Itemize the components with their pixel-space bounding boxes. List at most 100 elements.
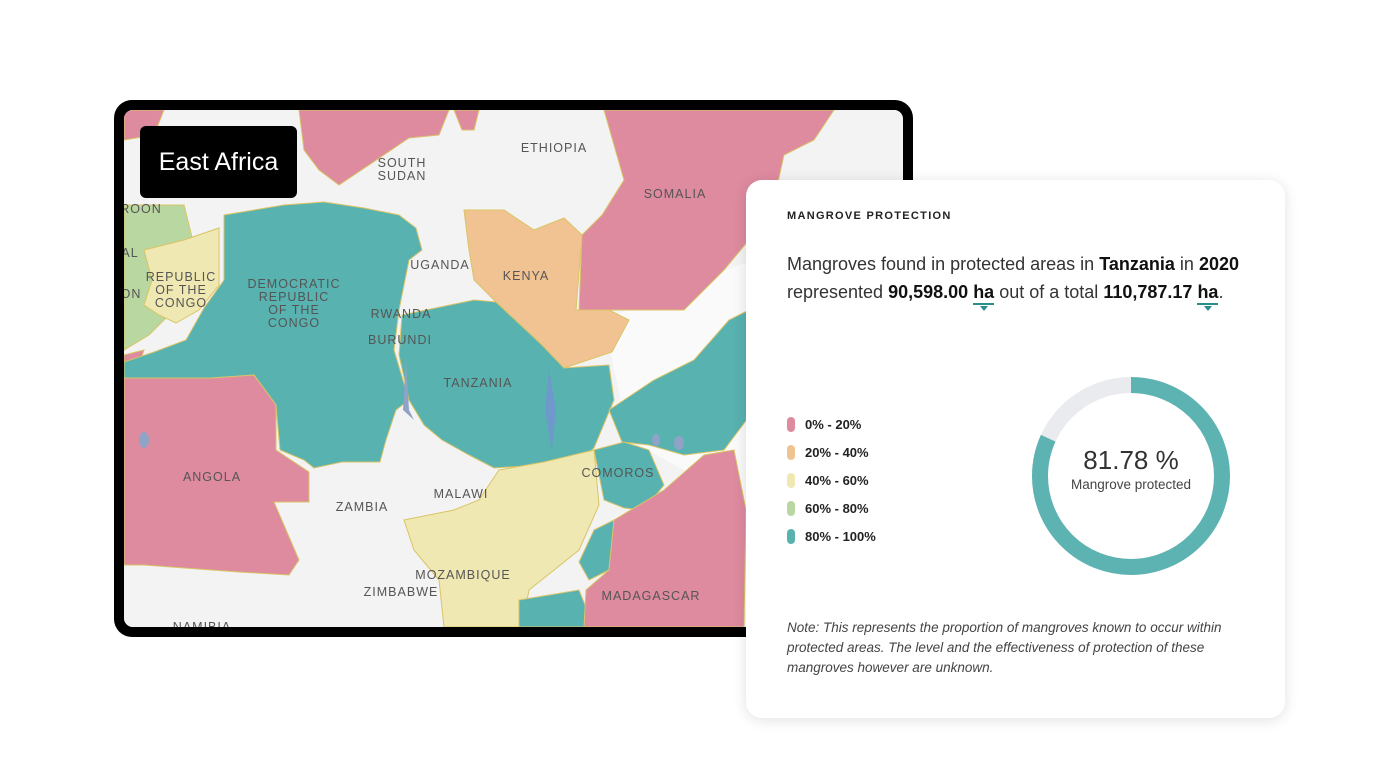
country-label-line: KENYA: [503, 269, 549, 283]
country-shape-drc[interactable]: [124, 201, 423, 469]
summary-represented: represented: [787, 282, 884, 302]
legend-label: 60% - 80%: [805, 500, 869, 516]
river-rufiji: [545, 370, 556, 450]
unit-label: ha: [1197, 282, 1219, 302]
country-label-line: OF THE: [268, 303, 320, 317]
country-label-cameroon: ROON: [124, 202, 162, 216]
country-label-burundi: BURUNDI: [368, 333, 432, 347]
summary-out-of: out of a total: [999, 282, 1099, 302]
country-shape-somalia[interactable]: [578, 110, 835, 311]
country-label-line: ANGOLA: [183, 470, 241, 484]
country-label-democratic-republic-of-the-congo: DEMOCRATIC REPUBLIC OF THE CONGO: [247, 277, 340, 330]
country-label-line: DEMOCRATIC: [247, 277, 340, 291]
country-label-rwanda: RWANDA: [371, 307, 432, 321]
country-shape-sudan-fragment[interactable]: [453, 110, 480, 131]
donut-label: Mangrove protected: [1070, 477, 1192, 492]
country-label-line: CONGO: [155, 296, 207, 310]
country-shape-madagascar[interactable]: [583, 449, 747, 627]
country-label-line: ZIMBABWE: [364, 585, 439, 599]
caret-down-icon: [979, 306, 988, 311]
protection-summary: Mangroves found in protected areas in Ta…: [787, 250, 1247, 311]
legend-swatch: [787, 472, 795, 488]
legend-label: 80% - 100%: [805, 528, 876, 544]
caret-down-icon: [1203, 306, 1212, 311]
country-label-line: REPUBLIC: [146, 270, 217, 284]
country-label-somalia: SOMALIA: [644, 187, 707, 201]
legend-item: 0% - 20%: [787, 410, 876, 438]
summary-prefix: Mangroves found in protected areas in: [787, 254, 1095, 274]
lake-island-2: [674, 436, 684, 450]
summary-protected-value: 90,598.00: [888, 282, 969, 302]
summary-country: Tanzania: [1099, 254, 1175, 274]
region-badge[interactable]: East Africa: [140, 126, 297, 198]
legend-swatch: [787, 500, 795, 516]
note: Note: This represents the proportion of …: [787, 620, 1222, 675]
donut-chart: 81.78 % Mangrove protected: [1028, 373, 1234, 579]
summary-total-value: 110,787.17: [1103, 282, 1193, 302]
country-label-al-fragment: AL: [124, 246, 139, 260]
legend-item: 80% - 100%: [787, 522, 876, 550]
legend-label: 20% - 40%: [805, 444, 869, 460]
legend-swatch: [787, 444, 795, 460]
country-label-line: ZAMBIA: [336, 500, 389, 514]
donut-value: 81.78 %: [1083, 445, 1179, 475]
mangrove-protection-panel: MANGROVE PROTECTION Mangroves found in p…: [746, 180, 1285, 718]
country-label-uganda: UGANDA: [410, 258, 469, 272]
lake-tanganyika: [403, 360, 414, 420]
unit-label: ha: [973, 282, 995, 302]
country-label-line: MADAGASCAR: [602, 589, 701, 603]
country-label-line: REPUBLIC: [259, 290, 330, 304]
legend-label: 40% - 60%: [805, 472, 869, 488]
country-label-line: BURUNDI: [368, 333, 432, 347]
country-label-namibia: NAMIBIA: [173, 620, 231, 627]
country-label-gabon: ON: [124, 287, 141, 301]
country-shape-coastal-teal-south[interactable]: [518, 589, 595, 627]
country-label-line: COMOROS: [582, 466, 655, 480]
panel-heading: MANGROVE PROTECTION: [787, 210, 952, 222]
unit-selector-protected[interactable]: ha: [973, 281, 995, 311]
lake-island: [652, 434, 660, 446]
country-shape-coastal-teal[interactable]: [578, 519, 615, 581]
country-shape-angola[interactable]: [124, 374, 310, 576]
country-label-line: OF THE: [155, 283, 207, 297]
country-label-line: UGANDA: [410, 258, 469, 272]
donut-svg: [1032, 377, 1230, 575]
country-label-line: MALAWI: [434, 487, 489, 501]
country-label-line: TANZANIA: [444, 376, 513, 390]
country-label-line: ON: [124, 287, 141, 301]
donut-fill: [1032, 377, 1230, 575]
country-label-tanzania: TANZANIA: [444, 376, 513, 390]
legend-item: 60% - 80%: [787, 494, 876, 522]
lake-west: [139, 432, 149, 448]
country-label-south-sudan: SOUTH SUDAN: [378, 156, 427, 183]
country-label-zimbabwe: ZIMBABWE: [364, 585, 439, 599]
legend: 0% - 20% 20% - 40% 40% - 60% 60% - 80% 80% -…: [787, 410, 876, 550]
country-shape-mozambique[interactable]: [403, 449, 600, 627]
country-label-line: ROON: [124, 202, 162, 216]
country-shape-republic-of-the-congo[interactable]: [143, 227, 220, 324]
summary-year: 2020: [1198, 254, 1239, 274]
country-label-kenya: KENYA: [503, 269, 549, 283]
country-label-comoros: COMOROS: [582, 466, 655, 480]
legend-swatch: [787, 528, 795, 544]
country-label-angola: ANGOLA: [183, 470, 241, 484]
country-shape-car[interactable]: [298, 110, 450, 186]
legend-item: 40% - 60%: [787, 466, 876, 494]
country-label-zambia: ZAMBIA: [336, 500, 389, 514]
summary-end: .: [1218, 282, 1224, 302]
country-label-line: CONGO: [268, 316, 320, 330]
summary-in: in: [1179, 254, 1194, 274]
country-label-malawi: MALAWI: [434, 487, 489, 501]
country-label-line: MOZAMBIQUE: [415, 568, 510, 582]
country-label-republic-of-the-congo: REPUBLIC OF THE CONGO: [146, 270, 217, 310]
legend-label: 0% - 20%: [805, 416, 862, 432]
legend-swatch: [787, 416, 795, 432]
country-label-line: ETHIOPIA: [521, 141, 587, 155]
country-label-line: SUDAN: [378, 169, 427, 183]
unit-selector-total[interactable]: ha: [1197, 281, 1219, 311]
country-label-madagascar: MADAGASCAR: [602, 589, 701, 603]
country-shape-kenya[interactable]: [463, 209, 630, 369]
country-label-line: AL: [124, 246, 139, 260]
legend-item: 20% - 40%: [787, 438, 876, 466]
